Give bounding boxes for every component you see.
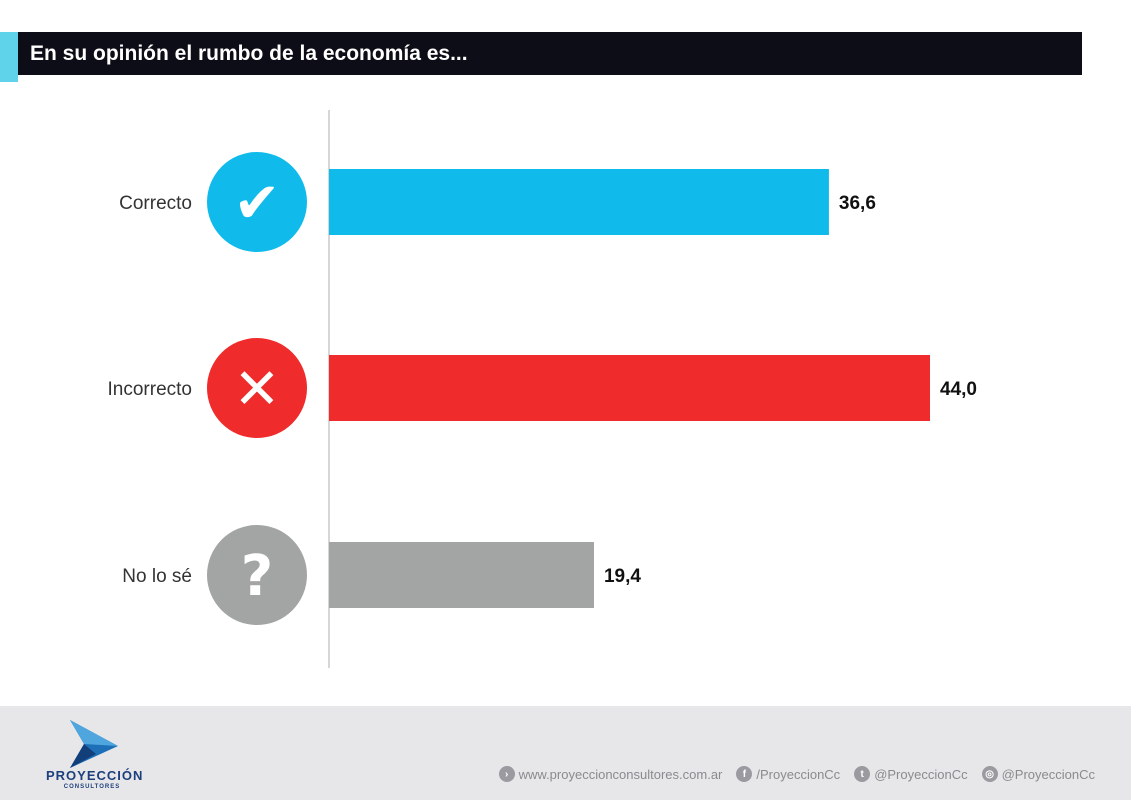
bar	[329, 169, 829, 235]
facebook-link[interactable]: f /ProyeccionCc	[736, 766, 840, 782]
bar-chart: Correcto ✔ 36,6 Incorrecto ✕ 44,0 No lo sé? 19,…	[108, 110, 977, 668]
instagram-text: @ProyeccionCc	[1001, 766, 1095, 782]
bar	[329, 542, 594, 608]
x-icon-glyph: ✕	[234, 357, 281, 422]
instagram-icon: ◎	[981, 766, 998, 782]
twitter-link[interactable]: t @ProyeccionCc	[854, 766, 968, 782]
bar	[329, 355, 930, 421]
category-label: Incorrecto	[108, 379, 192, 400]
social-links: › www.proyeccionconsultores.com.ar f /Pr…	[498, 766, 1095, 782]
instagram-link[interactable]: ◎ @ProyeccionCc	[981, 766, 1095, 782]
proyeccion-logo-icon	[70, 720, 118, 768]
logo-subtitle: CONSULTORES	[63, 784, 121, 790]
x-icon	[207, 338, 307, 438]
check-icon-glyph: ✔	[234, 171, 281, 236]
question-icon-glyph: ?	[241, 544, 273, 609]
category-label: Correcto	[119, 193, 192, 214]
data-label: 19,4	[604, 566, 641, 587]
check-icon	[207, 152, 307, 252]
data-label: 36,6	[839, 193, 876, 214]
category-label: No lo sé	[122, 566, 192, 587]
website-text: www.proyeccionconsultores.com.ar	[518, 766, 723, 782]
question-icon	[207, 525, 307, 625]
twitter-icon: t	[854, 766, 871, 782]
footer	[0, 706, 1131, 800]
data-label: 44,0	[940, 379, 977, 400]
arrow-right-icon: ›	[498, 766, 515, 782]
logo-name: PROYECCIÓN	[46, 768, 144, 783]
logo-text: PROYECCIÓN CONSULTORES	[46, 768, 144, 791]
facebook-icon: f	[736, 766, 753, 782]
facebook-text: /ProyeccionCc	[756, 766, 841, 782]
chart-title: En su opinión el rumbo de la economía es…	[18, 32, 1082, 75]
website-link[interactable]: › www.proyeccionconsultores.com.ar	[498, 766, 723, 782]
twitter-text: @ProyeccionCc	[874, 766, 968, 782]
title-accent	[0, 32, 18, 82]
